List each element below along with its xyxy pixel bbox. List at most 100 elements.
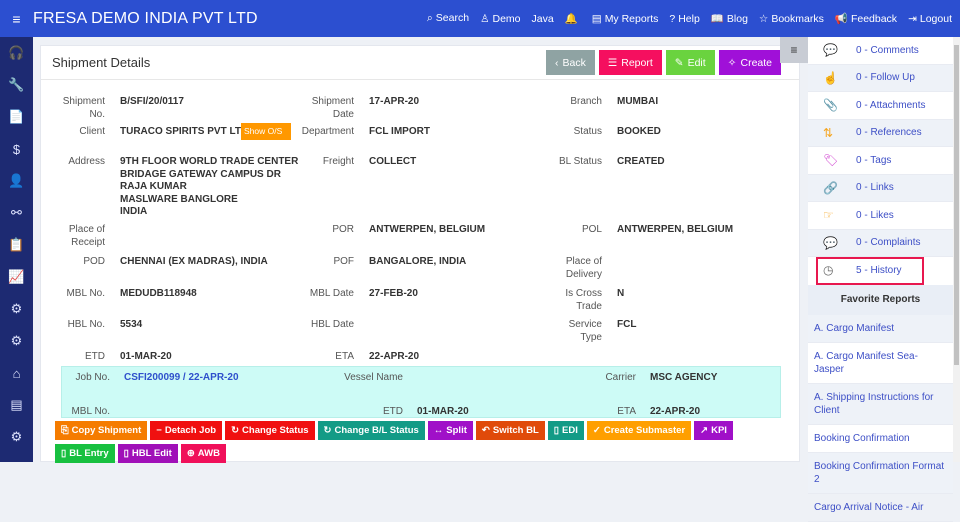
value-text: 17-APR-20 [369, 96, 420, 107]
nav-label: Logout [919, 12, 952, 25]
field-label: Client [79, 126, 105, 137]
field-value: 5534 [105, 319, 301, 351]
field-label [550, 351, 602, 367]
field-label: Place of Delivery [565, 256, 602, 280]
panel-toggle-button[interactable]: ≡ [780, 37, 808, 63]
value-text: CREATED [617, 156, 665, 167]
field-value: 01-MAR-20 [105, 351, 301, 367]
wrench-icon[interactable]: 🔧 [8, 77, 25, 92]
button-label: EDI [562, 425, 578, 436]
star-icon: ☆ [758, 12, 769, 25]
button-label: AWB [197, 448, 220, 459]
list-icon[interactable]: ▤ [10, 397, 23, 412]
job-field-value [403, 372, 578, 406]
value-text: 01-MAR-20 [120, 351, 172, 362]
item-label: 0 - Follow Up [856, 72, 915, 84]
nav-label: Java [531, 12, 554, 25]
panel-item-attachments[interactable]: 📎 0 - Attachments [808, 92, 953, 120]
nav-my-reports[interactable]: ▤ My Reports [592, 13, 659, 25]
nav-search[interactable]: ⌕ Search [427, 12, 469, 25]
home-icon[interactable]: ⌂ [12, 365, 21, 381]
document-icon[interactable]: 📄 [8, 109, 25, 124]
panel-item-history[interactable]: ◷ 5 - History [816, 257, 924, 285]
report-button[interactable]: ☰ Report [598, 50, 662, 75]
icon: ▯ [553, 425, 560, 436]
favorite-report-link[interactable]: Booking Confirmation Format 2 [808, 452, 953, 494]
chart-icon[interactable]: 📈 [8, 269, 25, 284]
button-label: Create Submaster [603, 425, 686, 436]
field-value: 22-APR-20 [354, 351, 550, 367]
favorite-report-link[interactable]: Cargo Arrival Notice - Air [808, 494, 953, 522]
user-gear-icon[interactable]: ⚙ [10, 301, 23, 316]
icon: ▯ [123, 448, 129, 459]
panel-item-references[interactable]: ⇅ 0 - References [808, 119, 953, 147]
value-text: 27-FEB-20 [369, 288, 418, 299]
headset-icon[interactable]: 🎧 [8, 45, 25, 60]
user-icon[interactable]: 👤 [8, 173, 25, 188]
back-button[interactable]: ‹ Back [545, 50, 595, 75]
button-label: KPI [711, 425, 727, 436]
panel-item-likes[interactable]: ☞ 0 - Likes [808, 202, 953, 230]
settings-icon[interactable]: ⚙ [10, 429, 23, 444]
panel-item-follow-up[interactable]: ☝ 0 - Follow Up [808, 64, 953, 92]
switch-bl-button[interactable]: ↶ Switch BL [475, 421, 545, 440]
panel-item-comments[interactable]: 💬 0 - Comments [808, 37, 953, 65]
panel-item-complaints[interactable]: 💬 0 - Complaints [808, 229, 953, 257]
header-buttons: ‹ Back ☰ Report ✎ Edit ✧ Create [545, 50, 781, 75]
hbl-edit-button[interactable]: ▯ HBL Edit [117, 444, 178, 463]
favorite-report-link[interactable]: A. Cargo Manifest Sea- Jasper [808, 343, 953, 384]
favorite-report-link[interactable]: Booking Confirmation [808, 425, 953, 453]
sitemap-icon[interactable]: ⚯ [11, 205, 22, 220]
nav-bookmarks[interactable]: ☆ Bookmarks [759, 13, 824, 25]
panel-item-tags[interactable]: 🏷 0 - Tags [808, 147, 953, 175]
field-label: BL Status [559, 156, 602, 167]
panel-item-links[interactable]: 🔗 0 - Links [808, 174, 953, 202]
menu-icon[interactable]: ≡ [12, 10, 21, 27]
job-field-value [110, 406, 340, 420]
nav-java[interactable]: Java [532, 13, 554, 25]
field-value: FCL IMPORT [354, 126, 550, 156]
change-status-button[interactable]: ↻ Change Status [225, 421, 315, 440]
copy-shipment-button[interactable]: ⎘ Copy Shipment [55, 421, 148, 440]
logout-icon: ⇥ [908, 12, 917, 25]
create-button[interactable]: ✧ Create [718, 50, 781, 75]
show-os-button[interactable]: Show O/S [241, 123, 291, 140]
favorite-report-link[interactable]: A. Shipping Instructions for Client [808, 383, 953, 425]
hand-point-right-icon: ☞ [823, 208, 834, 223]
clipboard-icon[interactable]: 📋 [8, 237, 25, 252]
kpi-button[interactable]: ↗ KPI [694, 421, 733, 440]
split-button[interactable]: ↔ Split [427, 421, 473, 440]
nav-blog[interactable]: 📖 Blog [711, 12, 748, 25]
bl-entry-button[interactable]: ▯ BL Entry [55, 444, 115, 463]
detach-job-button[interactable]: − Detach Job [150, 421, 223, 440]
gear-icon[interactable]: ⚙ [10, 333, 23, 348]
edit-button[interactable]: ✎ Edit [665, 50, 715, 75]
field-value: ANTWERPEN, BELGIUM [354, 224, 550, 256]
item-label: 0 - Tags [856, 154, 892, 166]
comments-icon: 💬 [823, 43, 838, 58]
nav-demo[interactable]: ♙ Demo [480, 13, 520, 25]
awb-button[interactable]: ⊕ AWB [180, 444, 226, 463]
job-number-link[interactable]: CSFI200099 / 22-APR-20 [124, 372, 239, 383]
icon: ☰ [607, 56, 618, 69]
favorite-report-link[interactable]: A. Cargo Manifest [808, 314, 953, 343]
dollar-icon[interactable]: $ [12, 141, 21, 157]
button-label: Copy Shipment [71, 425, 142, 436]
reports-icon: ▤ [591, 12, 602, 25]
icon: ↗ [700, 425, 709, 436]
edi-button[interactable]: ▯ EDI [547, 421, 584, 440]
create-submaster-button[interactable]: ✓ Create Submaster [586, 421, 692, 440]
scrollbar[interactable] [953, 37, 960, 462]
icon: ↶ [481, 425, 490, 436]
nav-label: Feedback [850, 13, 898, 25]
nav-help[interactable]: ? Help [669, 13, 699, 25]
change-b-l-status-button[interactable]: ↻ Change B/L Status [317, 421, 425, 440]
field-label: POL [581, 224, 602, 235]
field-label: HBL No. [67, 319, 105, 330]
nav-bell-icon[interactable]: 🔔 [565, 12, 581, 25]
icon: ↻ [323, 425, 332, 436]
field-label: Department [301, 126, 354, 137]
nav-feedback[interactable]: 📢 Feedback [835, 12, 897, 25]
nav-logout[interactable]: ⇥ Logout [908, 13, 952, 25]
button-label: Create [740, 56, 772, 69]
